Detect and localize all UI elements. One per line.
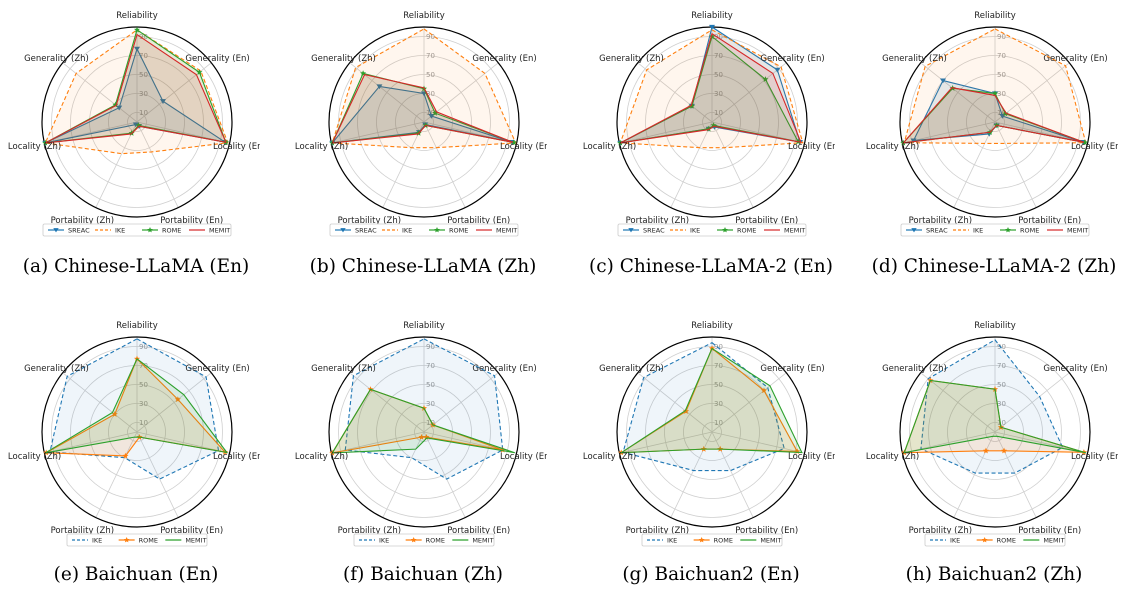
axis-label-generality-zh: Generality (Zh) bbox=[882, 54, 947, 64]
legend-label-sreac: SREAC bbox=[643, 227, 665, 235]
legend-label-ike: IKE bbox=[973, 227, 983, 235]
axis-label-reliability: Reliability bbox=[403, 11, 445, 21]
axis-label-locality-en: Locality (En) bbox=[500, 452, 547, 462]
axis-label-locality-zh: Locality (Zh) bbox=[295, 142, 348, 152]
axis-label-generality-zh: Generality (Zh) bbox=[24, 364, 89, 374]
legend-label-ike: IKE bbox=[92, 537, 102, 545]
legend-label-memit: MEMIT bbox=[496, 227, 517, 235]
axis-label-locality-en: Locality (En) bbox=[788, 452, 835, 462]
axis-label-locality-zh: Locality (Zh) bbox=[295, 452, 348, 462]
legend-label-memit: MEMIT bbox=[185, 537, 206, 545]
legend-label-sreac: SREAC bbox=[68, 227, 90, 235]
axis-label-generality-zh: Generality (Zh) bbox=[311, 54, 376, 64]
panel-caption: (c) Chinese-LLaMA-2 (En) bbox=[581, 256, 841, 277]
axis-label-generality-en: Generality (En) bbox=[472, 54, 536, 64]
axis-label-locality-zh: Locality (Zh) bbox=[583, 452, 636, 462]
axis-label-reliability: Reliability bbox=[974, 321, 1016, 331]
axis-label-reliability: Reliability bbox=[691, 321, 733, 331]
legend-label-rome: ROME bbox=[162, 227, 181, 235]
legend-label-memit: MEMIT bbox=[209, 227, 230, 235]
axis-label-generality-en: Generality (En) bbox=[1043, 54, 1107, 64]
axis-label-generality-zh: Generality (Zh) bbox=[882, 364, 947, 374]
axis-label-locality-en: Locality (En) bbox=[213, 452, 260, 462]
legend-label-ike: IKE bbox=[115, 227, 125, 235]
axis-label-generality-en: Generality (En) bbox=[760, 364, 824, 374]
axis-label-locality-en: Locality (En) bbox=[1071, 452, 1118, 462]
axis-label-generality-en: Generality (En) bbox=[472, 364, 536, 374]
legend-label-memit: MEMIT bbox=[1043, 537, 1064, 545]
axis-label-locality-en: Locality (En) bbox=[1071, 142, 1118, 152]
axis-label-generality-zh: Generality (Zh) bbox=[24, 54, 89, 64]
legend-label-memit: MEMIT bbox=[1067, 227, 1088, 235]
legend-label-rome: ROME bbox=[1020, 227, 1039, 235]
axis-label-locality-zh: Locality (Zh) bbox=[866, 452, 919, 462]
legend-label-sreac: SREAC bbox=[355, 227, 377, 235]
legend-label-rome: ROME bbox=[997, 537, 1016, 545]
axis-label-locality-zh: Locality (Zh) bbox=[583, 142, 636, 152]
legend-label-rome: ROME bbox=[139, 537, 158, 545]
legend-label-ike: IKE bbox=[667, 537, 677, 545]
panel-caption: (g) Baichuan2 (En) bbox=[581, 564, 841, 585]
axis-label-reliability: Reliability bbox=[403, 321, 445, 331]
axis-label-generality-en: Generality (En) bbox=[1043, 364, 1107, 374]
legend-label-rome: ROME bbox=[426, 537, 445, 545]
panel-caption: (e) Baichuan (En) bbox=[6, 564, 266, 585]
axis-label-generality-en: Generality (En) bbox=[185, 364, 249, 374]
axis-label-reliability: Reliability bbox=[116, 11, 158, 21]
axis-label-locality-zh: Locality (Zh) bbox=[8, 452, 61, 462]
axis-label-reliability: Reliability bbox=[974, 11, 1016, 21]
axis-label-locality-zh: Locality (Zh) bbox=[8, 142, 61, 152]
legend-label-rome: ROME bbox=[714, 537, 733, 545]
legend-label-rome: ROME bbox=[737, 227, 756, 235]
axis-label-generality-zh: Generality (Zh) bbox=[311, 364, 376, 374]
axis-label-generality-en: Generality (En) bbox=[760, 54, 824, 64]
legend-label-ike: IKE bbox=[950, 537, 960, 545]
panel-caption: (h) Baichuan2 (Zh) bbox=[864, 564, 1124, 585]
legend-label-memit: MEMIT bbox=[784, 227, 805, 235]
panel-caption: (a) Chinese-LLaMA (En) bbox=[6, 256, 266, 277]
axis-label-generality-zh: Generality (Zh) bbox=[599, 54, 664, 64]
axis-label-reliability: Reliability bbox=[691, 11, 733, 21]
legend-label-rome: ROME bbox=[449, 227, 468, 235]
legend-label-ike: IKE bbox=[379, 537, 389, 545]
legend-label-memit: MEMIT bbox=[760, 537, 781, 545]
axis-label-reliability: Reliability bbox=[116, 321, 158, 331]
legend-label-ike: IKE bbox=[402, 227, 412, 235]
legend-label-sreac: SREAC bbox=[926, 227, 948, 235]
axis-label-locality-en: Locality (En) bbox=[213, 142, 260, 152]
axis-label-locality-zh: Locality (Zh) bbox=[866, 142, 919, 152]
panel-caption: (b) Chinese-LLaMA (Zh) bbox=[293, 256, 553, 277]
axis-label-locality-en: Locality (En) bbox=[788, 142, 835, 152]
axis-label-locality-en: Locality (En) bbox=[500, 142, 547, 152]
panel-caption: (d) Chinese-LLaMA-2 (Zh) bbox=[864, 256, 1124, 277]
legend-label-memit: MEMIT bbox=[472, 537, 493, 545]
axis-label-generality-zh: Generality (Zh) bbox=[599, 364, 664, 374]
axis-label-generality-en: Generality (En) bbox=[185, 54, 249, 64]
panel-caption: (f) Baichuan (Zh) bbox=[293, 564, 553, 585]
legend-label-ike: IKE bbox=[690, 227, 700, 235]
